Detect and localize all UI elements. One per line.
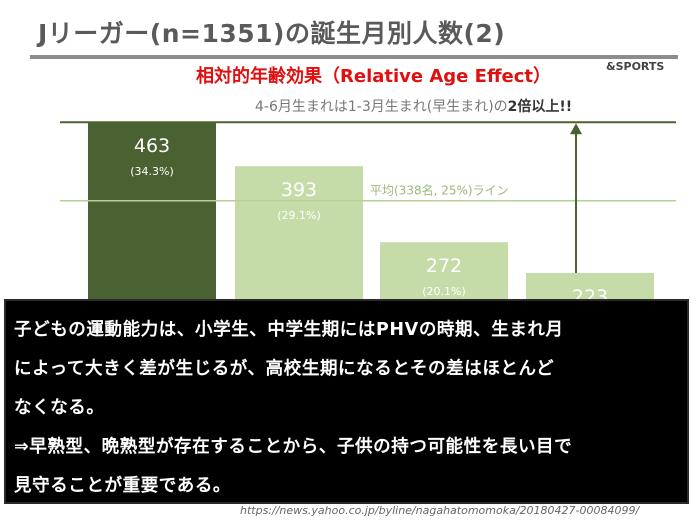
page-title: Jリーガー(n=1351)の誕生月別人数(2) (38, 19, 506, 48)
note-prefix: 4-6月生まれは1-3月生まれ(早生まれ)の (255, 99, 508, 115)
caption-box: 子どもの運動能力は、小学生、中学生期にはPHVの時期、生まれ月 によって大きく差… (4, 299, 689, 504)
bar-value-label-3: 272 (426, 255, 462, 277)
chart-subtitle: 相対的年齢効果（Relative Age Effect） (196, 66, 552, 87)
bar-percent-label-2: (29.1%) (277, 209, 321, 222)
caption-line-1: 子どもの運動能力は、小学生、中学生期にはPHVの時期、生まれ月 (14, 320, 564, 340)
bar-percent-label-3: (20.1%) (422, 285, 466, 298)
caption-line-3: なくなる。 (14, 398, 105, 418)
brand-logo: &SPORTS (606, 60, 665, 73)
caption-line-4: ⇒早熟型、晩熟型が存在することから、子供の持つ可能性を長い目で (14, 437, 573, 457)
source-url: https://news.yahoo.co.jp/byline/nagahato… (240, 504, 640, 517)
title-rule (30, 55, 678, 59)
caption-line-5: 見守ることが重要である。 (14, 476, 232, 496)
chart-note: 4-6月生まれは1-3月生まれ(早生まれ)の2倍以上!! (255, 96, 572, 116)
bar-value-label-1: 463 (134, 135, 170, 157)
bar-percent-label-1: (34.3%) (130, 165, 174, 178)
comparison-arrow-head (570, 123, 582, 135)
average-line-label: 平均(338名, 25%)ライン (370, 183, 509, 198)
caption-line-2: によって大きく差が生じるが、高校生期になるとその差はほとんど (14, 359, 555, 379)
bar-value-label-2: 393 (281, 179, 317, 201)
note-emphasis: 2倍以上!! (507, 99, 573, 115)
